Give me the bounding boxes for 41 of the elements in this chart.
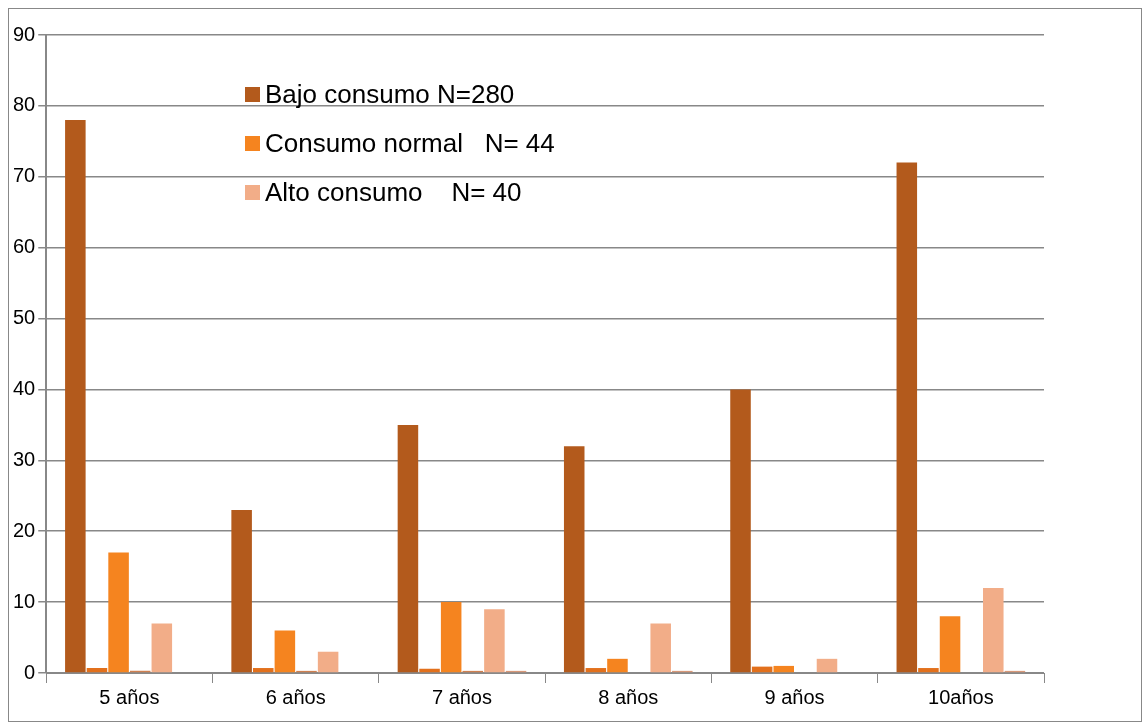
y-tick-label: 90 xyxy=(13,22,36,45)
bar xyxy=(231,509,252,673)
y-tick-label: 80 xyxy=(13,93,36,116)
bar xyxy=(274,630,296,673)
bar xyxy=(563,446,585,673)
x-tick-label: 10años xyxy=(928,685,994,708)
bar xyxy=(918,668,939,673)
x-tick-label: 5 años xyxy=(99,685,160,708)
bar xyxy=(86,668,108,673)
y-tick-label: 20 xyxy=(13,518,36,541)
bar xyxy=(650,623,671,673)
legend-label: Bajo consumo N=280 xyxy=(265,79,515,110)
legend-label: Alto consumo N= 40 xyxy=(265,177,522,208)
y-tick-label: 50 xyxy=(13,306,36,329)
bar xyxy=(440,602,462,673)
bar xyxy=(730,389,751,673)
x-tick-label: 6 años xyxy=(265,685,326,708)
bar xyxy=(773,665,795,673)
bar xyxy=(896,162,918,673)
y-tick-label: 60 xyxy=(13,235,36,258)
bar xyxy=(317,651,339,673)
bar xyxy=(252,668,274,673)
y-tick-label: 0 xyxy=(24,660,36,683)
y-tick-label: 40 xyxy=(13,376,36,399)
bar xyxy=(939,616,961,673)
y-tick-label: 30 xyxy=(13,447,36,470)
x-tick-label: 9 años xyxy=(764,685,825,708)
bar xyxy=(151,623,173,673)
bar xyxy=(397,424,419,673)
bar xyxy=(607,658,628,673)
y-tick-label: 10 xyxy=(13,589,36,612)
bar xyxy=(65,120,86,673)
bar xyxy=(585,668,607,673)
y-tick-label: 70 xyxy=(13,164,36,187)
bar xyxy=(983,587,1004,673)
legend-label: Consumo normal N= 44 xyxy=(265,128,555,159)
bar xyxy=(108,552,129,673)
x-tick-label: 7 años xyxy=(431,685,493,708)
bar xyxy=(484,609,505,673)
bar xyxy=(816,658,838,673)
x-tick-label: 8 años xyxy=(598,685,659,708)
